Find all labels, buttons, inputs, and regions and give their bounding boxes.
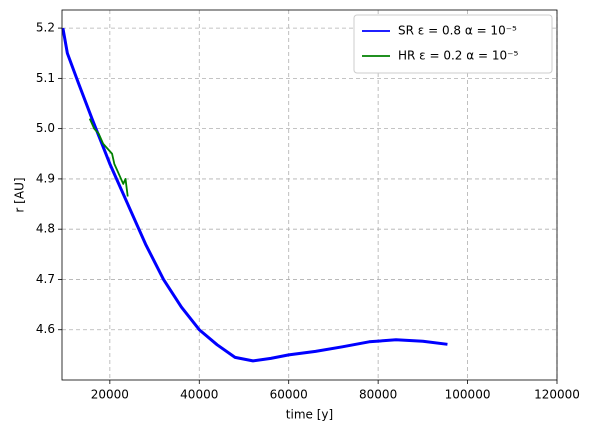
x-tick-label: 40000 bbox=[180, 388, 218, 402]
y-tick-label: 5.2 bbox=[36, 21, 55, 35]
y-tick-label: 4.9 bbox=[36, 171, 55, 185]
x-tick-label: 60000 bbox=[270, 388, 308, 402]
x-tick-label: 120000 bbox=[534, 388, 580, 402]
y-tick-label: 4.7 bbox=[36, 272, 55, 286]
legend-label: SR ε = 0.8 α = 10⁻⁵ bbox=[398, 24, 517, 38]
y-tick-label: 4.6 bbox=[36, 322, 55, 336]
x-tick-label: 80000 bbox=[359, 388, 397, 402]
legend-label: HR ε = 0.2 α = 10⁻⁵ bbox=[398, 49, 518, 63]
plot-frame bbox=[61, 9, 558, 381]
y-tick-label: 5.0 bbox=[36, 121, 55, 135]
y-axis-label: r [AU] bbox=[13, 177, 27, 212]
x-axis-label: time [y] bbox=[286, 408, 333, 422]
x-tick-label: 100000 bbox=[445, 388, 491, 402]
x-tick-label: 20000 bbox=[91, 388, 129, 402]
data-line bbox=[88, 118, 129, 197]
y-tick-label: 4.8 bbox=[36, 222, 55, 236]
legend-box bbox=[353, 14, 553, 74]
y-tick-label: 5.1 bbox=[36, 71, 55, 85]
